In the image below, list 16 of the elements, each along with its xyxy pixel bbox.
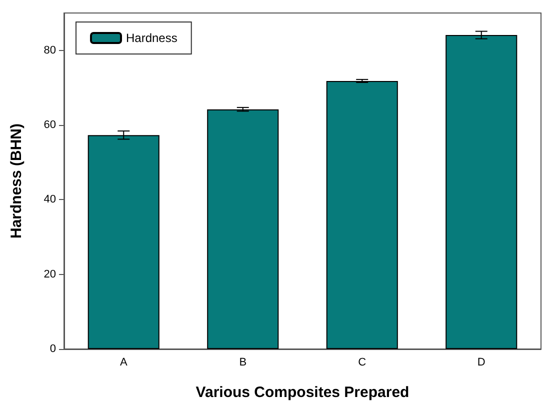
x-tick-label: C: [358, 356, 366, 368]
x-tick-label: B: [239, 356, 247, 368]
y-tick-label: 80: [44, 44, 56, 56]
y-tick-label: 60: [44, 119, 56, 131]
y-tick-label: 40: [44, 194, 56, 206]
legend-label: Hardness: [126, 31, 178, 45]
y-tick-label: 0: [50, 343, 56, 355]
x-tick-label: D: [477, 356, 486, 368]
bar: [326, 80, 398, 349]
x-axis-title: Various Composites Prepared: [196, 384, 410, 401]
bar: [88, 135, 160, 349]
y-tick-label: 20: [44, 268, 56, 280]
bar: [207, 109, 279, 349]
bar: [446, 35, 518, 349]
x-tick-label: A: [120, 356, 128, 368]
y-axis-title: Hardness (BHN): [8, 123, 25, 239]
